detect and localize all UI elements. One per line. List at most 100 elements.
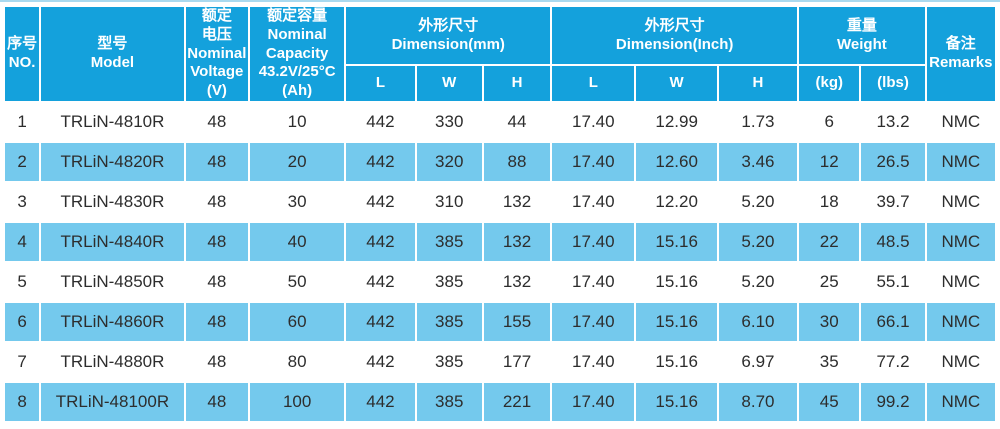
- cell-l-inch: 17.40: [550, 140, 637, 183]
- cell-lbs: 99.2: [859, 380, 927, 423]
- cell-l-inch: 17.40: [550, 260, 637, 303]
- cell-w-inch: 15.16: [634, 260, 719, 303]
- cell-voltage: 48: [183, 180, 250, 223]
- cell-h-inch: 3.46: [716, 140, 800, 183]
- header-dimension-inch: 外形尺寸 Dimension(Inch): [550, 4, 800, 67]
- cell-capacity: 40: [247, 220, 347, 263]
- table-header: 序号 NO. 型号 Model 额定 电压 Nominal Voltage (V…: [2, 4, 998, 103]
- cell-w-inch: 12.60: [634, 140, 719, 183]
- cell-model: TRLiN-4880R: [39, 340, 186, 383]
- table-row: 3 TRLiN-4830R 48 30 442 310 132 17.40 12…: [2, 180, 998, 223]
- cell-no: 3: [2, 180, 42, 223]
- cell-w-mm: 385: [414, 300, 484, 343]
- cell-capacity: 30: [247, 180, 347, 223]
- cell-lbs: 66.1: [859, 300, 927, 343]
- cell-capacity: 80: [247, 340, 347, 383]
- cell-l-inch: 17.40: [550, 180, 637, 223]
- cell-kg: 6: [797, 100, 862, 143]
- table-body: 1 TRLiN-4810R 48 10 442 330 44 17.40 12.…: [2, 100, 998, 423]
- cell-capacity: 20: [247, 140, 347, 183]
- cell-w-inch: 15.16: [634, 340, 719, 383]
- cell-capacity: 100: [247, 380, 347, 423]
- cell-lbs: 39.7: [859, 180, 927, 223]
- cell-no: 1: [2, 100, 42, 143]
- cell-h-inch: 6.97: [716, 340, 800, 383]
- subheader-l-mm: L: [344, 64, 417, 103]
- cell-voltage: 48: [183, 380, 250, 423]
- subheader-w-inch: W: [634, 64, 719, 103]
- cell-kg: 18: [797, 180, 862, 223]
- cell-w-mm: 385: [414, 260, 484, 303]
- cell-lbs: 26.5: [859, 140, 927, 183]
- header-nominal-voltage: 额定 电压 Nominal Voltage (V): [183, 5, 250, 103]
- cell-h-mm: 177: [481, 340, 553, 383]
- cell-model: TRLiN-4850R: [39, 260, 186, 303]
- cell-w-inch: 15.16: [634, 380, 719, 423]
- table-row: 4 TRLiN-4840R 48 40 442 385 132 17.40 15…: [2, 220, 998, 263]
- cell-l-mm: 442: [344, 340, 417, 383]
- cell-h-inch: 5.20: [716, 220, 800, 263]
- header-no: 序号 NO.: [2, 5, 42, 103]
- table-row: 7 TRLiN-4880R 48 80 442 385 177 17.40 15…: [2, 340, 998, 383]
- cell-l-mm: 442: [344, 180, 417, 223]
- top-border-strip: [0, 0, 1000, 2]
- cell-h-inch: 6.10: [716, 300, 800, 343]
- cell-lbs: 48.5: [859, 220, 927, 263]
- cell-voltage: 48: [183, 300, 250, 343]
- cell-l-inch: 17.40: [550, 220, 637, 263]
- header-dimension-mm: 外形尺寸 Dimension(mm): [344, 4, 553, 67]
- battery-spec-table: 序号 NO. 型号 Model 额定 电压 Nominal Voltage (V…: [2, 4, 998, 423]
- cell-remarks: NMC: [924, 140, 998, 183]
- cell-w-inch: 12.99: [634, 100, 719, 143]
- cell-capacity: 10: [247, 100, 347, 143]
- cell-kg: 35: [797, 340, 862, 383]
- cell-lbs: 13.2: [859, 100, 927, 143]
- cell-w-inch: 15.16: [634, 300, 719, 343]
- cell-l-inch: 17.40: [550, 380, 637, 423]
- cell-h-mm: 88: [481, 140, 553, 183]
- cell-l-inch: 17.40: [550, 300, 637, 343]
- cell-kg: 30: [797, 300, 862, 343]
- subheader-w-mm: W: [414, 64, 484, 103]
- cell-remarks: NMC: [924, 220, 998, 263]
- cell-h-mm: 221: [481, 380, 553, 423]
- cell-kg: 25: [797, 260, 862, 303]
- cell-voltage: 48: [183, 260, 250, 303]
- cell-model: TRLiN-48100R: [39, 380, 186, 423]
- cell-h-inch: 5.20: [716, 260, 800, 303]
- cell-w-mm: 385: [414, 220, 484, 263]
- header-nominal-capacity: 额定容量 Nominal Capacity 43.2V/25°C (Ah): [247, 5, 347, 103]
- cell-no: 5: [2, 260, 42, 303]
- cell-model: TRLiN-4840R: [39, 220, 186, 263]
- cell-l-mm: 442: [344, 100, 417, 143]
- cell-l-mm: 442: [344, 220, 417, 263]
- cell-no: 2: [2, 140, 42, 183]
- subheader-kg: (kg): [797, 64, 862, 103]
- cell-h-mm: 132: [481, 260, 553, 303]
- cell-l-inch: 17.40: [550, 100, 637, 143]
- cell-l-mm: 442: [344, 300, 417, 343]
- cell-model: TRLiN-4820R: [39, 140, 186, 183]
- cell-remarks: NMC: [924, 180, 998, 223]
- cell-w-mm: 385: [414, 340, 484, 383]
- table-row: 1 TRLiN-4810R 48 10 442 330 44 17.40 12.…: [2, 100, 998, 143]
- cell-remarks: NMC: [924, 380, 998, 423]
- subheader-h-mm: H: [481, 64, 553, 103]
- cell-voltage: 48: [183, 340, 250, 383]
- cell-kg: 22: [797, 220, 862, 263]
- cell-h-mm: 44: [481, 100, 553, 143]
- table-row: 2 TRLiN-4820R 48 20 442 320 88 17.40 12.…: [2, 140, 998, 183]
- header-remarks: 备注 Remarks: [924, 5, 998, 103]
- table-row: 6 TRLiN-4860R 48 60 442 385 155 17.40 15…: [2, 300, 998, 343]
- cell-kg: 45: [797, 380, 862, 423]
- cell-voltage: 48: [183, 100, 250, 143]
- cell-no: 6: [2, 300, 42, 343]
- cell-h-mm: 132: [481, 220, 553, 263]
- cell-no: 7: [2, 340, 42, 383]
- table-row: 8 TRLiN-48100R 48 100 442 385 221 17.40 …: [2, 380, 998, 423]
- cell-h-mm: 132: [481, 180, 553, 223]
- cell-w-mm: 330: [414, 100, 484, 143]
- cell-remarks: NMC: [924, 100, 998, 143]
- cell-voltage: 48: [183, 140, 250, 183]
- header-weight: 重量 Weight: [797, 4, 927, 67]
